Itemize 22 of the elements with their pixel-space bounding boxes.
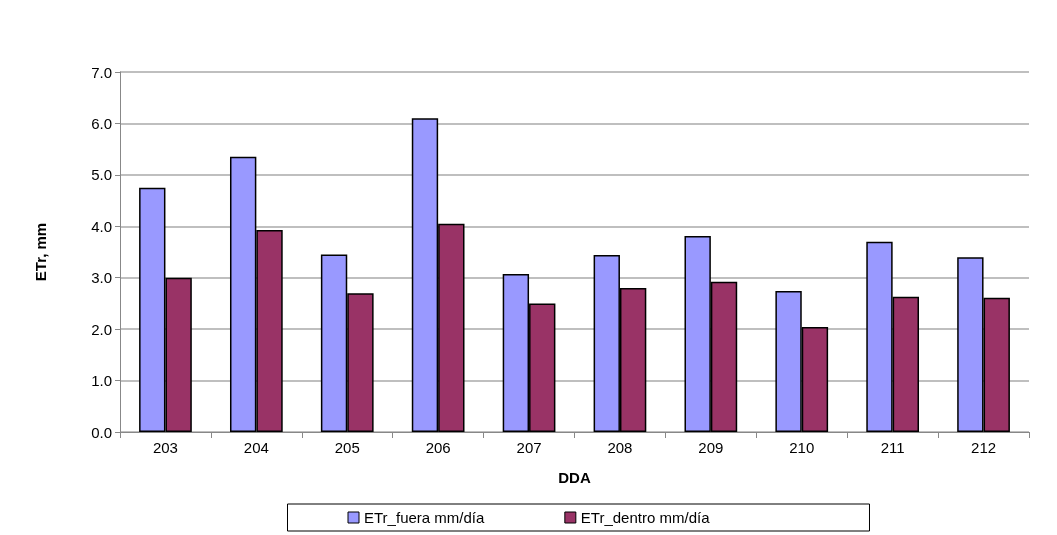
x-tick-label: 207: [516, 439, 542, 456]
x-tick-label: 205: [334, 439, 360, 456]
x-axis-title: DDA: [558, 469, 591, 486]
x-tick-label: 206: [425, 439, 451, 456]
x-tick-label: 212: [971, 439, 997, 456]
y-tick-label: 7.0: [91, 63, 112, 81]
y-tick-label: 0.0: [91, 423, 112, 441]
x-tick-label: 209: [698, 439, 724, 456]
legend-label: ETr_dentro mm/día: [580, 509, 711, 526]
x-tick-label: 208: [607, 439, 633, 456]
x-tick-label: 203: [152, 439, 178, 456]
y-tick-label: 2.0: [91, 320, 112, 338]
y-tick-label: 5.0: [91, 166, 112, 184]
y-tick-label: 3.0: [91, 269, 112, 287]
x-tick-label: 204: [243, 439, 269, 456]
y-tick-label: 1.0: [91, 372, 112, 390]
y-tick-label: 4.0: [91, 217, 112, 235]
y-axis-title: ETr, mm: [32, 222, 49, 282]
legend-label: ETr_fuera mm/día: [364, 509, 485, 526]
x-tick-label: 211: [880, 439, 905, 456]
y-tick-label: 6.0: [91, 114, 112, 132]
x-tick-label: 210: [789, 439, 815, 456]
